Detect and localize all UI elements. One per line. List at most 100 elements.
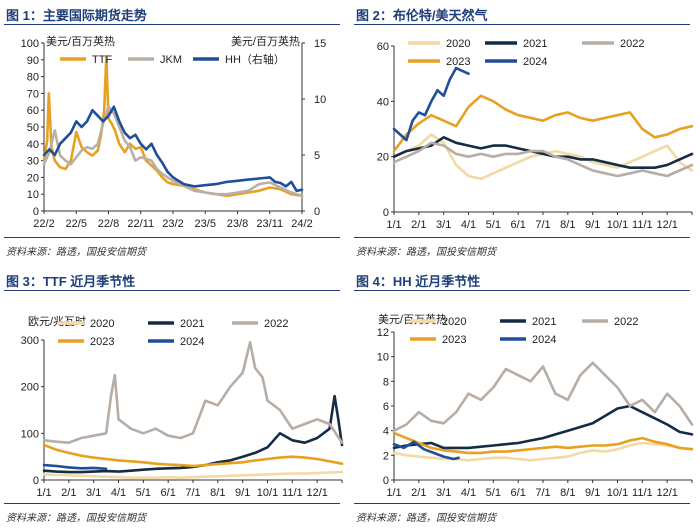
legend-label: JKM xyxy=(160,54,182,66)
legend-item: 2024 xyxy=(148,336,204,348)
series-line-2022 xyxy=(42,340,344,444)
legend-item: 2022 xyxy=(582,316,638,328)
x-tick-label: 9/1 xyxy=(585,487,600,499)
legend-item: 2022 xyxy=(582,38,644,50)
x-tick-label: 12/1 xyxy=(656,219,677,231)
legend-label: 2021 xyxy=(180,318,204,330)
y2-tick-label: 10 xyxy=(314,94,326,106)
source-rule xyxy=(4,503,340,504)
x-tick-label: 4/1 xyxy=(461,219,476,231)
x-tick-label: 6/1 xyxy=(161,487,176,499)
x-tick-label: 11/1 xyxy=(282,487,303,499)
x-tick-label: 3/1 xyxy=(436,487,451,499)
title-rule xyxy=(4,290,340,291)
source-rule xyxy=(354,237,690,238)
legend-item: HH（右轴） xyxy=(193,52,285,66)
source-note: 资料来源：路透，国投安信期货 xyxy=(6,247,146,258)
x-tick-label: 8/1 xyxy=(560,487,575,499)
legend-label: 2023 xyxy=(446,56,470,68)
x-tick-label: 10/1 xyxy=(257,487,278,499)
series-line-2023 xyxy=(392,431,694,455)
x-tick-label: 24/2 xyxy=(291,218,312,230)
legend-label: 2021 xyxy=(523,38,547,50)
x-tick-label: 6/1 xyxy=(511,487,526,499)
y-tick-label: 6 xyxy=(383,401,389,413)
y-tick-label: 0 xyxy=(383,207,389,219)
title-rule xyxy=(354,290,690,291)
y-tick-label: 0 xyxy=(33,475,39,487)
chart-title: 图 1：主要国际期货走势 xyxy=(6,8,147,23)
axis-unit-label: 美元/百万英热 xyxy=(46,34,115,48)
legend-item: 2021 xyxy=(148,318,204,330)
x-tick-label: 9/1 xyxy=(235,487,250,499)
x-tick-label: 22/5 xyxy=(66,218,87,230)
legend-label: TTF xyxy=(92,54,112,66)
y-tick-label: 20 xyxy=(377,152,389,164)
y-tick-label: 0 xyxy=(33,206,39,218)
legend-label: 2022 xyxy=(264,318,288,330)
x-tick-label: 22/11 xyxy=(127,218,154,230)
legend-item: 2024 xyxy=(500,334,556,346)
legend-label: 2023 xyxy=(442,334,466,346)
axis-unit-label: 美元/百万英热 xyxy=(231,34,300,48)
series-line-2021 xyxy=(392,404,694,450)
title-rule xyxy=(4,24,340,25)
y-tick-label: 12 xyxy=(377,327,389,339)
legend-label: 2022 xyxy=(620,38,644,50)
source-note: 资料来源：路透，国投安信期货 xyxy=(6,513,146,524)
legend-item: 2023 xyxy=(408,56,470,68)
legend-item: TTF xyxy=(60,54,112,66)
legend-item: 2020 xyxy=(408,38,470,50)
x-tick-label: 23/2 xyxy=(162,218,183,230)
y-tick-label: 8 xyxy=(383,376,389,388)
x-tick-label: 8/1 xyxy=(560,219,575,231)
legend-label: 2020 xyxy=(90,318,114,330)
series-line-2024 xyxy=(392,66,470,142)
y-tick-label: 100 xyxy=(21,428,39,440)
series-line-2023 xyxy=(392,94,694,153)
legend-label: HH（右轴） xyxy=(225,52,285,66)
series-line-2022 xyxy=(392,361,694,432)
legend-item: 2023 xyxy=(58,336,114,348)
y-tick-label: 2 xyxy=(383,450,389,462)
y-tick-label: 20 xyxy=(27,172,39,184)
y-tick-label: 80 xyxy=(27,72,39,84)
chart-panel-3: 图 3：TTF 近月季节性 0 100 200 300 1/1 2/1 3/1 4/1 5/1 6… xyxy=(0,266,350,532)
legend-label: 2024 xyxy=(532,334,556,346)
legend-label: 2024 xyxy=(180,336,204,348)
series-line-2020 xyxy=(392,441,694,462)
x-tick-label: 23/8 xyxy=(227,218,248,230)
y-tick-label: 0 xyxy=(383,475,389,487)
chart-area: 0 100 200 300 1/1 2/1 3/1 4/1 5/1 6/1 7/1 8/1 9/1 10/… xyxy=(21,315,344,499)
y-tick-label: 40 xyxy=(27,139,39,151)
y-tick-label: 30 xyxy=(27,156,39,168)
legend-item: JKM xyxy=(128,54,182,66)
x-tick-label: 12/1 xyxy=(306,487,327,499)
x-tick-label: 11/1 xyxy=(632,487,653,499)
x-tick-label: 9/1 xyxy=(585,219,600,231)
x-tick-label: 8/1 xyxy=(210,487,225,499)
source-rule xyxy=(4,237,340,238)
x-tick-label: 22/8 xyxy=(98,218,119,230)
x-tick-label: 23/5 xyxy=(195,218,216,230)
chart-panel-2: 图 2：布伦特/美天然气 0 20 40 60 1/1 2/1 3/1 4/1 5/1 6/1 7/… xyxy=(350,0,700,266)
y-tick-label: 40 xyxy=(377,96,389,108)
source-rule xyxy=(354,503,690,504)
legend-item: 2021 xyxy=(500,316,556,328)
series-line-2024 xyxy=(42,463,108,471)
x-tick-label: 23/11 xyxy=(256,218,283,230)
x-tick-label: 5/1 xyxy=(486,219,501,231)
x-tick-label: 2/1 xyxy=(61,487,76,499)
x-tick-label: 1/1 xyxy=(386,487,401,499)
y-tick-label: 50 xyxy=(27,122,39,134)
legend-label: 2020 xyxy=(442,316,466,328)
y-tick-label: 60 xyxy=(27,105,39,117)
y-tick-label: 300 xyxy=(21,335,39,347)
y-tick-label: 60 xyxy=(377,41,389,53)
y2-tick-label: 5 xyxy=(314,150,320,162)
chart-title: 图 2：布伦特/美天然气 xyxy=(356,8,488,23)
x-tick-label: 1/1 xyxy=(36,487,51,499)
legend-item: 2021 xyxy=(485,38,547,50)
x-tick-label: 1/1 xyxy=(386,219,401,231)
x-tick-label: 2/1 xyxy=(411,487,426,499)
